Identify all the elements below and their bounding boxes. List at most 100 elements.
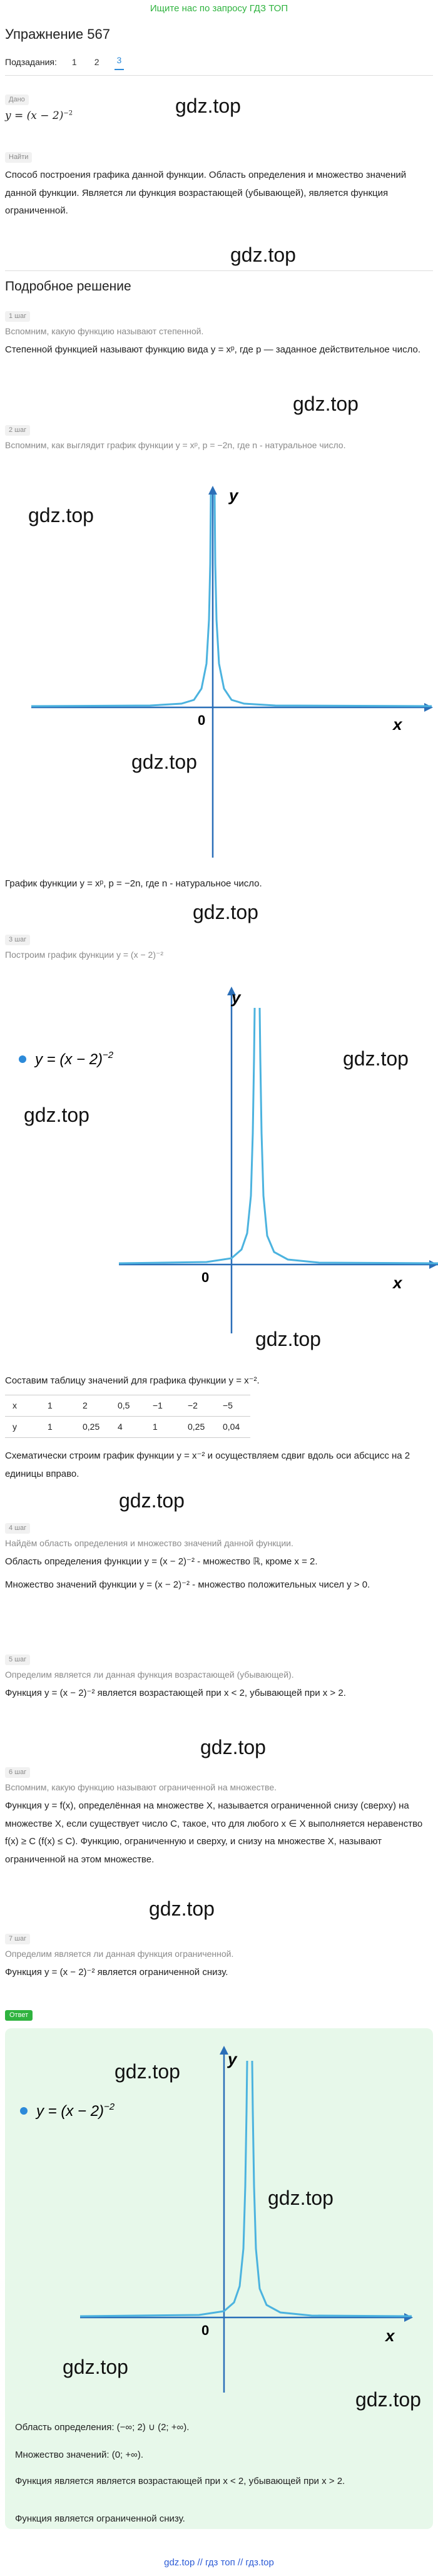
subtask-1[interactable]: 1 (71, 57, 77, 68)
y-axis-arrow (220, 2046, 228, 2055)
curve-left-branch (31, 494, 212, 707)
step-7-text: Функция y = (x − 2)⁻² является ограничен… (5, 1967, 228, 1978)
curve-left-branch (79, 2060, 248, 2317)
watermark: gdz.top (200, 1736, 266, 1758)
table-cell: 0,25 (180, 1415, 215, 1438)
x-axis-arrow (424, 703, 433, 712)
table-cell: −5 (215, 1395, 250, 1417)
step-5-text: Функция y = (x − 2)⁻² является возрастаю… (5, 1688, 346, 1699)
step-6-tag: 6 шаг (5, 1767, 31, 1778)
step-5: 5 шаг Определим является ли данная функц… (5, 1653, 430, 1703)
curve-left-branch (118, 1007, 256, 1265)
answer-tag: Ответ (5, 2010, 33, 2021)
table-row: y 1 0,25 4 1 0,25 0,04 (5, 1415, 250, 1438)
table-cell: 0,5 (110, 1395, 145, 1417)
step-7: 7 шаг Определим является ли данная функц… (5, 1932, 430, 1982)
x-axis-label: x (392, 715, 403, 734)
page-title: Упражнение 567 (5, 26, 110, 42)
watermark: gdz.top (119, 1489, 185, 1512)
graph-2: y 0 x y = (x − 2)−2 (19, 987, 438, 1333)
table-row: x 1 2 0,5 −1 −2 −5 (5, 1395, 250, 1417)
step-7-tag: 7 шаг (5, 1934, 31, 1944)
subtasks-label: Подзадания: (5, 57, 57, 68)
step-2-tag: 2 шаг (5, 425, 31, 436)
y-axis-arrow (208, 486, 217, 495)
x-axis-label: x (384, 2326, 395, 2345)
table-cell: x (5, 1395, 40, 1417)
step-1-hint: Вспомним, какую функцию называют степенн… (5, 326, 204, 337)
given-tag: Дано (5, 95, 29, 105)
given-formula-base: y = (x − 2) (5, 110, 64, 123)
table-cell: 0,25 (75, 1415, 110, 1438)
x-axis-arrow (429, 1260, 438, 1269)
y-axis-arrow (227, 987, 236, 995)
watermark: gdz.top (28, 504, 94, 526)
step-4-range: Множество значений функции y = (x − 2)⁻²… (5, 1579, 370, 1590)
step-2-caption: График функции y = xᵖ, p = −2n, где n - … (5, 878, 262, 889)
step-6: 6 шаг Вспомним, какую функцию называют о… (5, 1765, 430, 1869)
watermark: gdz.top (293, 393, 359, 415)
step-1-text: Степенной функцией называют функцию вида… (5, 344, 421, 356)
divider (5, 270, 433, 271)
search-banner[interactable]: Ищите нас по запросу ГДЗ ТОП (150, 3, 288, 14)
curve-right-branch (258, 1007, 438, 1265)
answer-domain: Область определения: (−∞; 2) ∪ (2; +∞). (15, 2422, 190, 2433)
step-4: 4 шаг Найдём область определения и множе… (5, 1521, 430, 1594)
watermark: gdz.top (255, 1328, 321, 1350)
step-2-hint: Вспомним, как выглядит график функции y … (5, 440, 346, 451)
curve-right-branch (251, 2060, 412, 2317)
given-block: Дано y = (x − 2)−2 (5, 93, 73, 123)
subtask-2[interactable]: 2 (94, 57, 99, 68)
watermark: gdz.top (230, 244, 296, 266)
step-6-text: Функция y = f(x), определённая на множес… (5, 1800, 423, 1865)
step-5-hint: Определим является ли данная функция воз… (5, 1670, 294, 1680)
given-formula: y = (x − 2)−2 (5, 109, 73, 123)
table-intro: Составим таблицу значений для графика фу… (5, 1375, 260, 1386)
find-block: Найти Способ построения графика данной ф… (5, 150, 430, 220)
step-5-tag: 5 шаг (5, 1655, 31, 1665)
table-cell: y (5, 1415, 40, 1438)
step-2: 2 шаг Вспомним, как выглядит график функ… (5, 423, 430, 451)
divider (5, 74, 433, 76)
values-table: x 1 2 0,5 −1 −2 −5 y 1 0,25 4 1 0,25 0,0… (5, 1395, 250, 1438)
legend-label: y = (x − 2)−2 (34, 1050, 114, 1068)
step-1: 1 шаг Вспомним, какую функцию называют с… (5, 309, 430, 359)
watermark: gdz.top (63, 2356, 128, 2378)
step-3-hint: Построим график функции y = (x − 2)⁻² (5, 950, 164, 960)
answer-tag-wrap: Ответ (5, 2008, 33, 2021)
table-cell: −1 (145, 1395, 180, 1417)
answer-box: y 0 x y = (x − 2)−2 gdz.top gdz.top gdz.… (5, 2028, 433, 2529)
subtasks-nav: Подзадания: 1 2 3 (5, 54, 433, 71)
step-4-hint: Найдём область определения и множество з… (5, 1538, 293, 1549)
watermark: gdz.top (131, 751, 197, 773)
table-cell: 1 (40, 1395, 75, 1417)
watermark: gdz.top (355, 2388, 421, 2411)
subtask-3[interactable]: 3 (114, 54, 125, 71)
footer-links[interactable]: gdz.top // гдз топ // гдз.top (164, 2557, 274, 2568)
watermark: gdz.top (193, 901, 258, 923)
x-axis-label: x (392, 1273, 403, 1292)
step-3: 3 шаг Построим график функции y = (x − 2… (5, 933, 430, 961)
watermark: gdz.top (268, 2187, 334, 2209)
table-cell: 2 (75, 1395, 110, 1417)
x-axis-arrow (404, 2313, 413, 2322)
step-4-tag: 4 шаг (5, 1523, 31, 1534)
y-axis-label: y (228, 486, 239, 505)
watermark: gdz.top (149, 1897, 215, 1920)
graph-3: y 0 x y = (x − 2)−2 (20, 2046, 413, 2393)
watermark: gdz.top (175, 95, 241, 117)
graph-1: y 0 x (31, 486, 433, 858)
step-7-hint: Определим является ли данная функция огр… (5, 1949, 234, 1959)
y-axis-label: y (230, 988, 242, 1007)
table-cell: −2 (180, 1395, 215, 1417)
watermark: gdz.top (24, 1104, 89, 1126)
answer-monotonic: Функция является является возрастающей п… (15, 2476, 345, 2486)
answer-bounded: Функция является ограниченной снизу. (15, 2513, 185, 2524)
step-1-tag: 1 шаг (5, 311, 31, 322)
curve-right-branch (213, 494, 432, 707)
answer-range: Множество значений: (0; +∞). (15, 2450, 144, 2460)
step-3-tag: 3 шаг (5, 935, 31, 945)
legend-marker (19, 1055, 26, 1063)
step-3-after: Схематически строим график функции y = x… (5, 1450, 410, 1479)
